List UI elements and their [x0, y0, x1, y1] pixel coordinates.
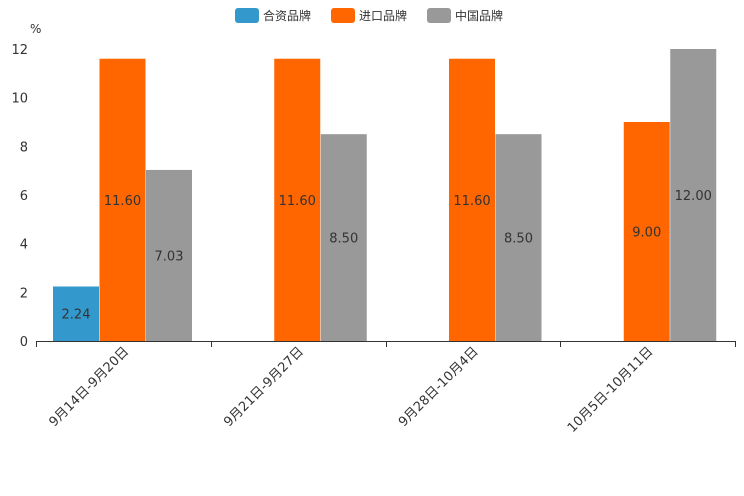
legend-label: 中国品牌 — [455, 8, 503, 23]
x-tick-label: 9月21日-9月27日 — [221, 344, 307, 430]
bar-2-1 — [320, 134, 367, 341]
bar-0-0 — [53, 286, 99, 341]
bar-value-label: 9.00 — [632, 226, 661, 241]
bar-value-label: 8.50 — [504, 232, 533, 247]
bar-2-3 — [670, 49, 717, 341]
y-tick-label: 12 — [11, 43, 28, 58]
bar-value-label: 8.50 — [329, 232, 358, 247]
bar-1-3 — [623, 122, 670, 341]
x-axis: 9月14日-9月20日 9月21日-9月27日 9月28日-10月4日 10月5日-1… — [36, 341, 736, 436]
y-tick-label: 2 — [20, 286, 28, 301]
y-tick-label: 8 — [20, 140, 28, 155]
x-tick-label: 9月28日-10月4日 — [396, 344, 482, 430]
x-tick-label: 10月5日-10月11日 — [565, 344, 657, 436]
legend-swatch — [427, 8, 451, 23]
legend-item-0[interactable]: 合资品牌 — [235, 8, 311, 23]
bar-value-label: 2.24 — [62, 308, 91, 323]
y-tick-label: 10 — [11, 92, 28, 107]
y-axis: 0 2 4 6 8 10 12 — [11, 43, 28, 350]
legend: 合资品牌 进口品牌 中国品牌 — [235, 8, 503, 23]
legend-label: 进口品牌 — [359, 9, 407, 23]
x-tick-label: 9月14日-9月20日 — [46, 344, 132, 430]
legend-item-1[interactable]: 进口品牌 — [331, 8, 407, 23]
bar-2-0 — [146, 169, 192, 341]
y-tick-label: 6 — [20, 189, 28, 204]
bar-value-label: 7.03 — [155, 249, 184, 264]
bar-value-label: 11.60 — [104, 194, 141, 209]
legend-label: 合资品牌 — [263, 8, 311, 23]
bar-1-1 — [274, 58, 321, 341]
y-tick-label: 0 — [20, 335, 28, 350]
legend-swatch — [331, 8, 355, 23]
legend-swatch — [235, 8, 259, 23]
bar-value-label: 11.60 — [279, 194, 316, 209]
bars: 2.24 11.60 7.03 11.60 8.50 11.60 8.50 9.00 12.00 — [53, 49, 717, 341]
bar-1-2 — [449, 58, 495, 341]
bar-value-label: 12.00 — [675, 189, 712, 204]
bar-value-label: 11.60 — [453, 194, 490, 209]
bar-1-0 — [99, 58, 146, 341]
y-axis-unit: % — [30, 22, 41, 36]
bar-2-2 — [495, 134, 542, 341]
y-tick-label: 4 — [20, 238, 28, 253]
legend-item-2[interactable]: 中国品牌 — [427, 8, 503, 23]
